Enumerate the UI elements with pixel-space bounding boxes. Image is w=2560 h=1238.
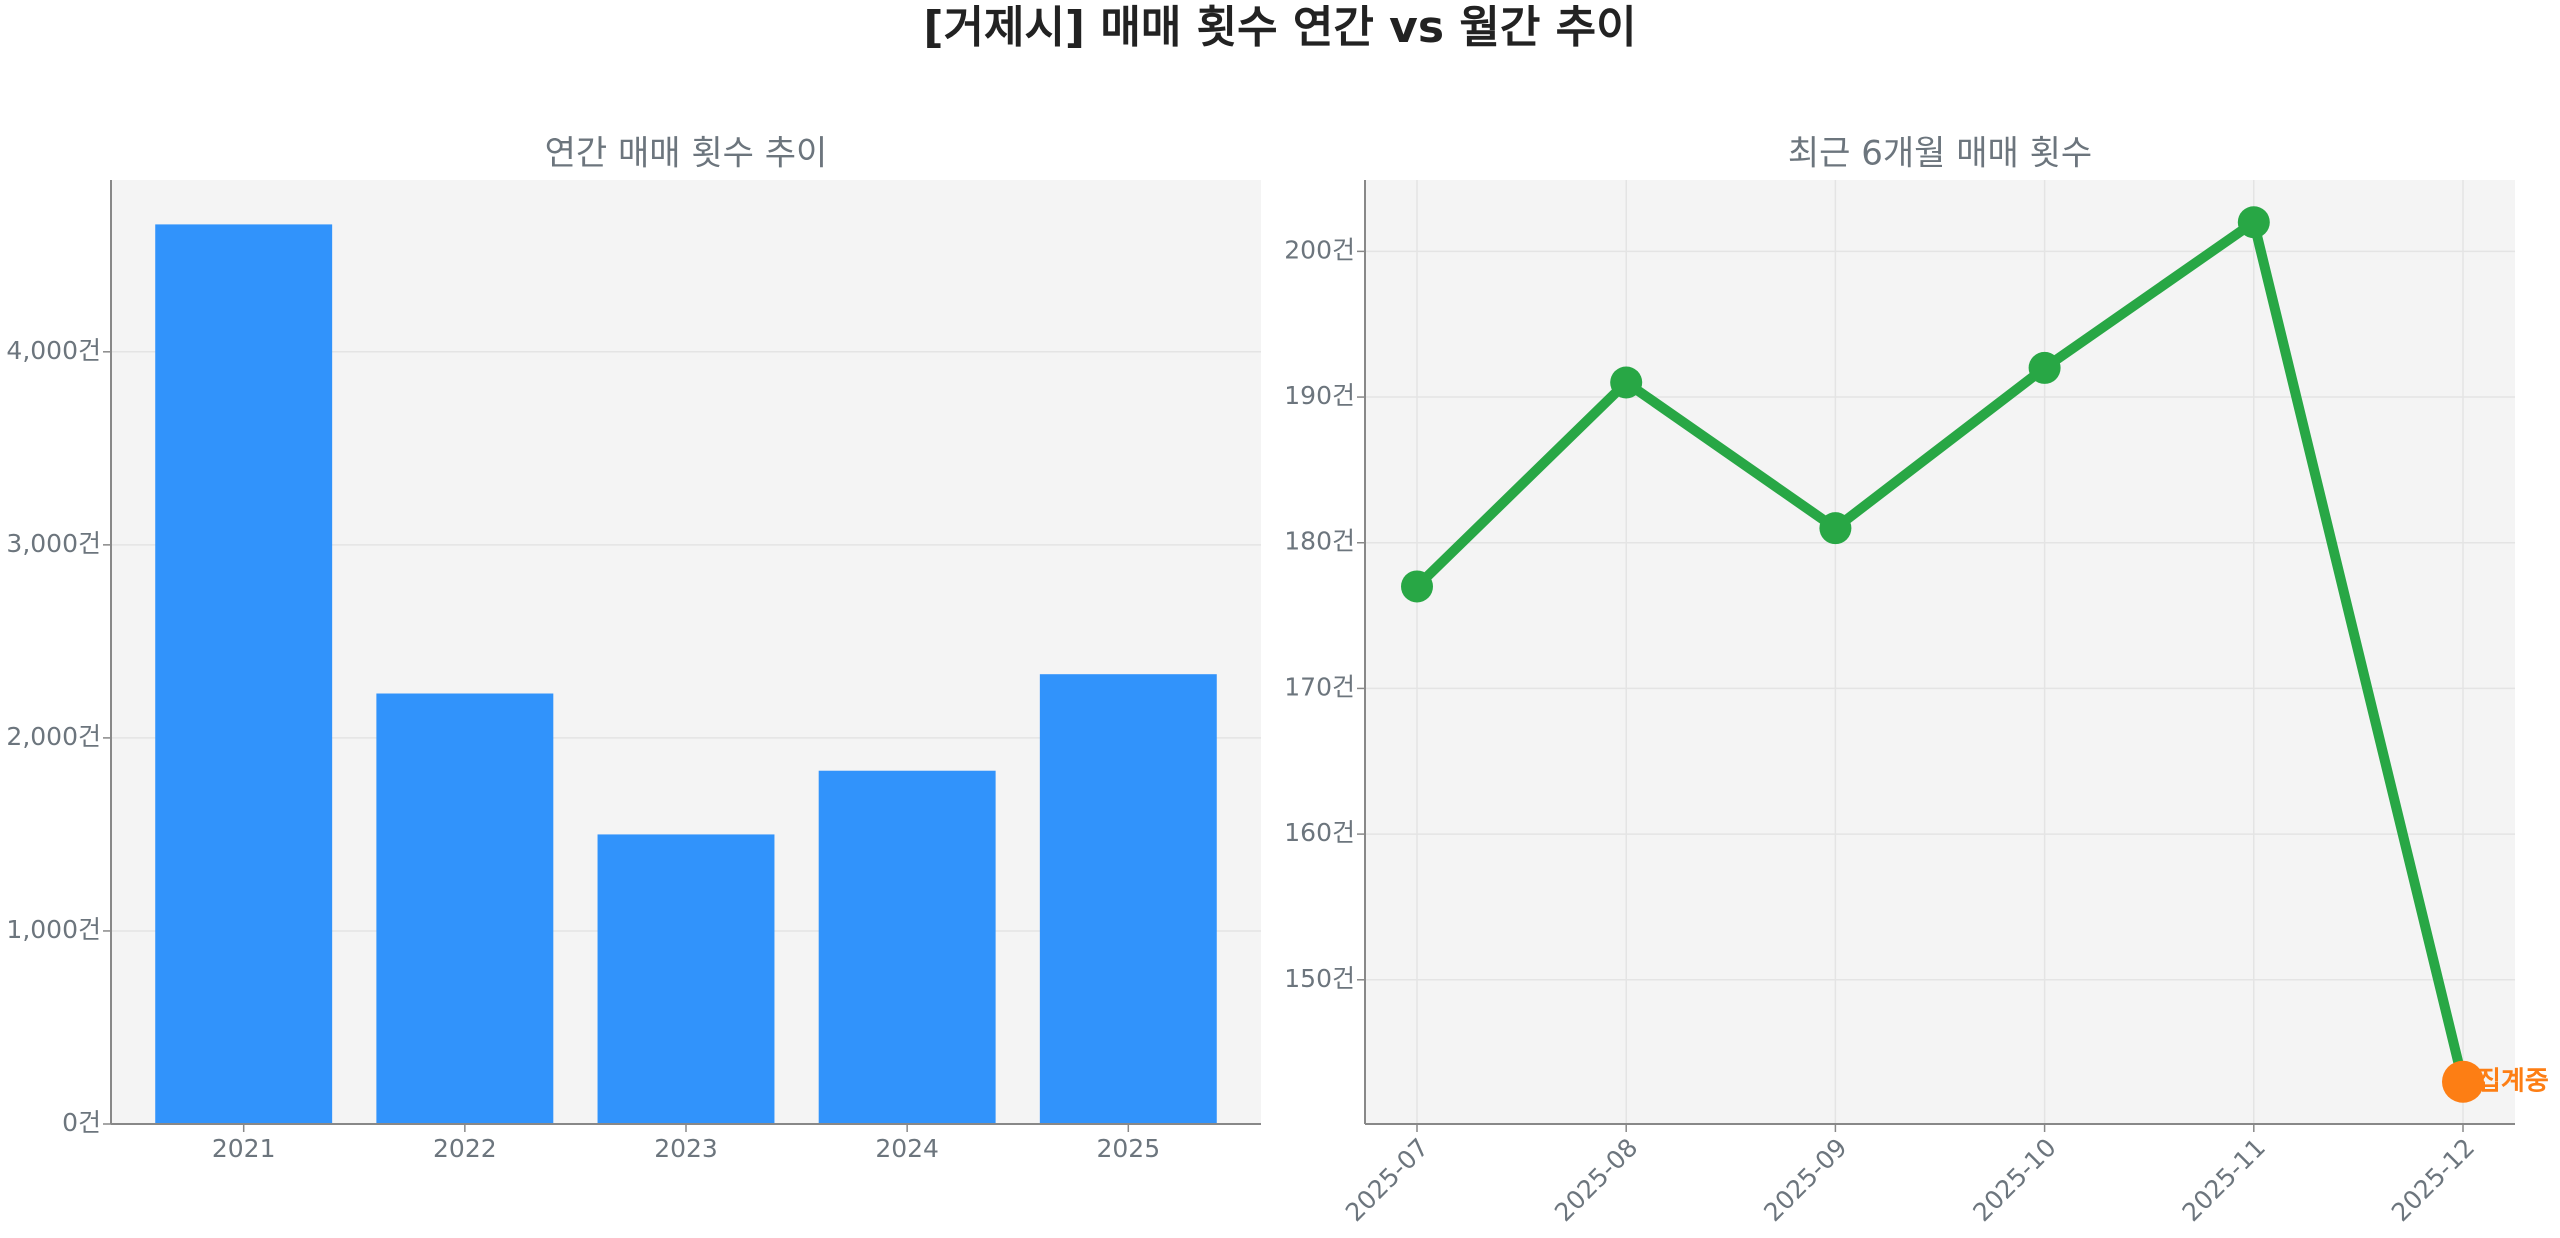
figure-title: [거제시] 매매 횟수 연간 vs 월간 추이	[923, 2, 1636, 53]
plot-background	[1365, 180, 2515, 1124]
chart-title: 연간 매매 횟수 추이	[545, 134, 828, 174]
x-tick-label: 2025-08	[1549, 1133, 1643, 1227]
marker	[1610, 366, 1643, 399]
y-tick-label: 0건	[62, 1108, 101, 1137]
marker	[2028, 351, 2061, 384]
marker	[2237, 206, 2270, 239]
bar	[597, 834, 775, 1124]
y-tick-label: 190건	[1284, 381, 1355, 410]
x-tick-label: 2022	[433, 1134, 497, 1163]
x-tick-label: 2025-10	[1967, 1133, 2061, 1227]
y-tick-label: 170건	[1284, 672, 1355, 701]
y-tick-label: 180건	[1284, 527, 1355, 556]
marker	[1819, 512, 1852, 545]
bar	[1039, 674, 1217, 1124]
x-tick-label: 2025-07	[1340, 1133, 1434, 1227]
x-tick-label: 2025-11	[2177, 1133, 2271, 1227]
chart-title: 최근 6개월 매매 횟수	[1788, 134, 2092, 174]
bar	[155, 224, 333, 1124]
y-tick-label: 150건	[1284, 964, 1355, 993]
x-tick-label: 2025	[1096, 1134, 1160, 1163]
x-tick-label: 2023	[654, 1134, 718, 1163]
bar	[818, 770, 996, 1124]
y-tick-label: 160건	[1284, 818, 1355, 847]
annotation: 집계중	[2477, 1066, 2549, 1096]
y-tick-label: 4,000건	[6, 336, 101, 365]
x-tick-label: 2024	[875, 1134, 939, 1163]
y-tick-label: 1,000건	[6, 915, 101, 944]
x-tick-label: 2025-12	[2386, 1133, 2480, 1227]
y-tick-label: 2,000건	[6, 722, 101, 751]
y-tick-label: 200건	[1284, 235, 1355, 264]
x-tick-label: 2021	[212, 1134, 276, 1163]
marker	[1401, 570, 1433, 603]
line	[1413, 217, 2468, 1083]
x-tick-label: 2025-09	[1758, 1133, 1852, 1227]
y-tick-label: 3,000건	[6, 529, 101, 558]
bar	[376, 693, 554, 1124]
highlight-marker	[2442, 1060, 2484, 1103]
